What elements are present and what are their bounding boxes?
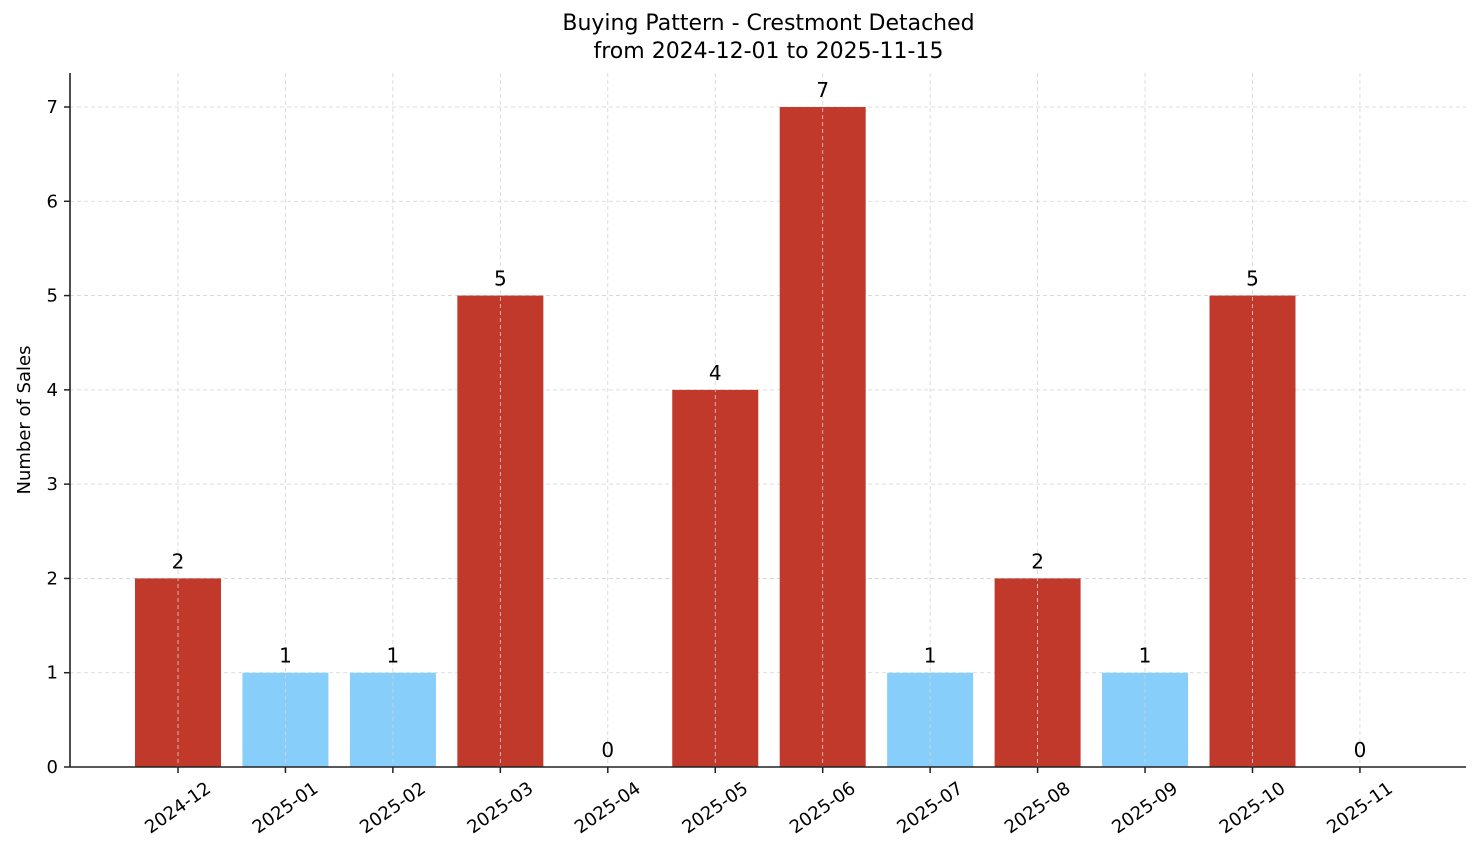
y-tick-label: 2 [47,568,58,589]
x-tick-label: 2025-08 [1001,778,1075,838]
y-axis-label: Number of Sales [14,345,35,494]
bar-value-label: 1 [924,644,937,668]
x-tick-label: 2025-05 [678,778,752,838]
x-tick-label: 2025-07 [893,778,967,838]
bar-value-label: 1 [279,644,292,668]
bar-value-label: 1 [1139,644,1152,668]
bar-2024-12 [135,578,221,767]
bar-value-label: 5 [1246,267,1259,291]
bar-value-label: 4 [709,361,722,385]
bar-value-label: 0 [1354,738,1367,762]
x-tick-label: 2025-06 [786,778,860,838]
x-tick-label: 2024-12 [141,778,215,838]
bar-value-labels: 2 1 1 5 0 4 7 1 2 1 5 0 [172,78,1367,762]
chart-title: Buying Pattern - Crestmont Detached from… [0,10,1481,66]
y-tick-label: 3 [47,474,58,495]
y-tick-label: 0 [47,757,58,778]
bar-2025-08 [994,578,1081,767]
y-tick-label: 7 [47,97,58,118]
chart-subtitle: from 2024-12-01 to 2025-11-15 [593,39,944,64]
x-tick-label: 2025-03 [464,778,538,838]
x-tick-label: 2025-04 [571,778,645,838]
x-tick-label: 2025-01 [249,778,323,838]
y-tick-label: 6 [47,191,58,212]
x-tick-label: 2025-10 [1216,778,1290,838]
bar-value-label: 2 [172,549,185,573]
chart-title-main: Buying Pattern - Crestmont Detached [562,11,975,36]
bar-value-label: 5 [494,267,507,291]
y-tick-label: 4 [47,380,58,401]
y-tick-label: 1 [47,663,58,684]
x-tick-label: 2025-09 [1108,778,1182,838]
vertical-grid-lines [177,73,1361,767]
y-tick-label: 5 [47,286,58,307]
x-tick-label: 2025-02 [356,778,430,838]
bar-value-label: 1 [387,644,400,668]
x-tick-label: 2025-11 [1323,778,1397,838]
bar-value-label: 2 [1031,549,1044,573]
bar-value-label: 0 [601,738,614,762]
bar-value-label: 7 [816,78,829,102]
